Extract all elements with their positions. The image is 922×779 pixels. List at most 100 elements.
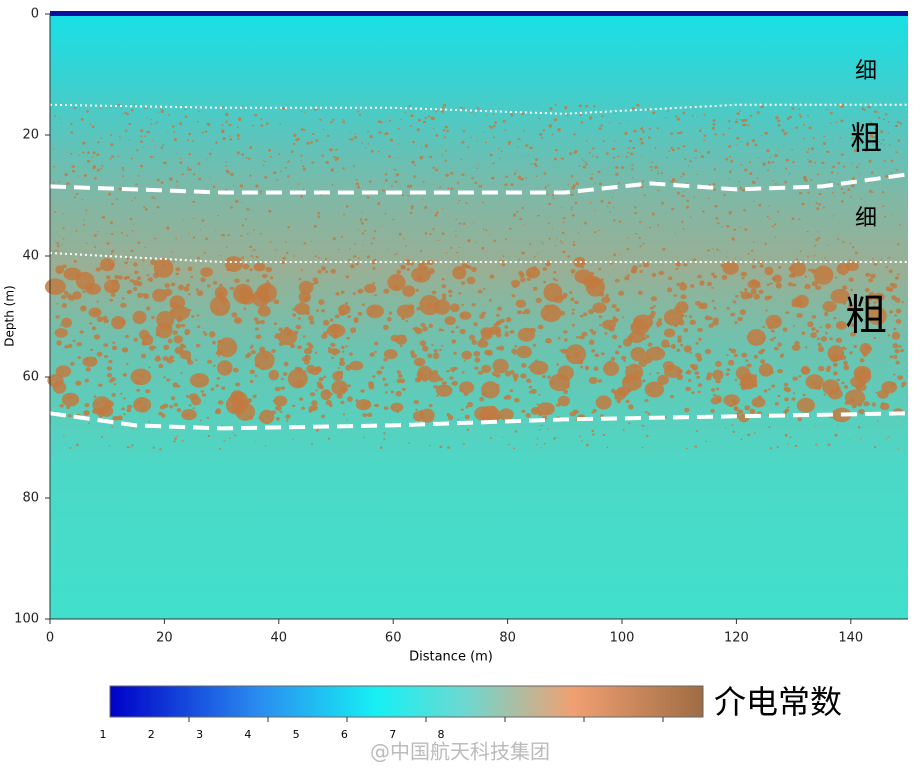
pebble (98, 383, 103, 387)
pebble (91, 155, 94, 158)
pebble (733, 406, 739, 412)
pebble (226, 119, 228, 121)
pebble (152, 156, 155, 158)
pebble (897, 273, 900, 276)
pebble (442, 297, 447, 300)
pebble (83, 410, 90, 416)
pebble (113, 437, 115, 439)
pebble (225, 161, 227, 163)
pebble (760, 135, 763, 137)
pebble (424, 206, 428, 209)
pebble (110, 253, 112, 255)
pebble (618, 346, 622, 349)
pebble (429, 233, 432, 236)
pebble (888, 121, 890, 123)
pebble (563, 330, 568, 334)
pebble (874, 128, 878, 131)
pebble (789, 115, 793, 119)
pebble (402, 195, 405, 197)
pebble (818, 346, 824, 353)
pebble (600, 414, 604, 418)
pebble (631, 168, 634, 171)
pebble (585, 140, 588, 142)
pebble (835, 276, 838, 279)
pebble (835, 320, 847, 330)
pebble (277, 153, 281, 156)
pebble (129, 217, 133, 221)
pebble (156, 178, 160, 182)
pebble (407, 195, 409, 197)
pebble (542, 242, 544, 245)
pebble (295, 324, 302, 330)
pebble (462, 222, 466, 225)
pebble (55, 365, 72, 378)
pebble (698, 337, 702, 341)
pebble (149, 345, 155, 351)
pebble (573, 133, 576, 136)
pebble (878, 116, 881, 119)
pebble (683, 345, 692, 353)
pebble (740, 291, 751, 300)
pebble (805, 346, 808, 349)
pebble (160, 109, 165, 113)
pebble (715, 360, 722, 367)
pebble (100, 436, 103, 438)
pebble (777, 394, 781, 398)
pebble (44, 278, 66, 295)
pebble (605, 293, 609, 298)
pebble (499, 318, 505, 323)
pebble (816, 207, 820, 211)
pebble (59, 324, 62, 327)
pebble (747, 279, 761, 289)
pebble (173, 131, 176, 134)
pebble (258, 285, 269, 294)
pebble (137, 175, 140, 177)
pebble (614, 112, 617, 114)
pebble (622, 338, 633, 347)
pebble (895, 151, 898, 154)
pebble (871, 136, 875, 139)
pebble (796, 313, 803, 318)
pebble (867, 306, 887, 325)
pebble (242, 263, 250, 270)
pebble (363, 229, 367, 232)
pebble (54, 115, 57, 117)
pebble (686, 199, 690, 202)
pebble (455, 326, 459, 329)
pebble (409, 211, 413, 214)
pebble (356, 399, 372, 411)
pebble (725, 256, 727, 258)
pebble (519, 139, 522, 141)
pebble (728, 212, 732, 215)
pebble (680, 176, 683, 178)
pebble (511, 348, 518, 354)
pebble (654, 165, 658, 169)
pebble (460, 158, 463, 161)
pebble (187, 266, 193, 272)
pebble (183, 219, 185, 221)
pebble (389, 138, 394, 142)
pebble (777, 342, 782, 347)
pebble (535, 175, 538, 177)
pebble (225, 165, 228, 167)
pebble (361, 142, 363, 144)
pebble (897, 139, 901, 142)
pebble (695, 300, 702, 306)
pebble (833, 316, 837, 320)
pebble (232, 432, 234, 434)
pebble (532, 286, 538, 291)
pebble (430, 116, 434, 120)
pebble (648, 136, 651, 139)
pebble (167, 338, 173, 344)
pebble (197, 256, 200, 260)
pebble (703, 134, 707, 137)
pebble (651, 212, 655, 216)
pebble (108, 360, 113, 364)
pebble (545, 338, 552, 344)
pebble (694, 149, 698, 152)
pebble (153, 213, 155, 215)
pebble (674, 232, 676, 234)
pebble (286, 175, 290, 178)
pebble (514, 397, 520, 403)
pebble (187, 166, 190, 169)
